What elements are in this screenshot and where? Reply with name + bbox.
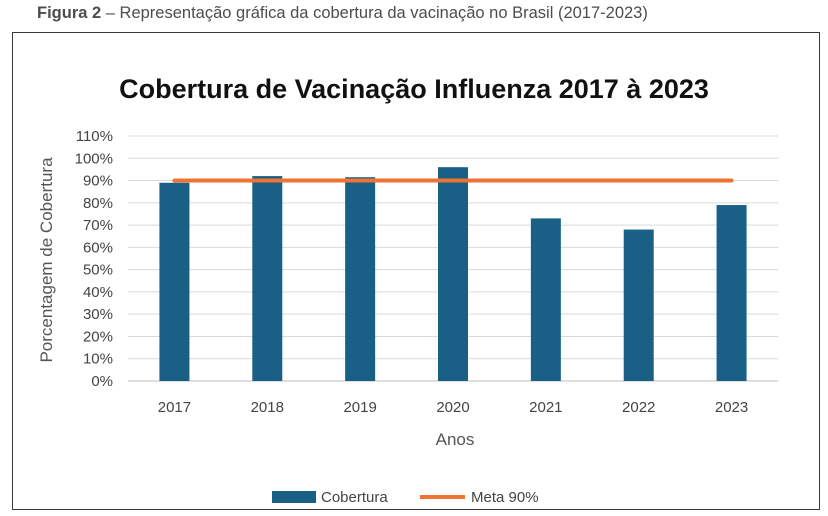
x-tick-label: 2023	[715, 399, 748, 416]
chart-frame	[12, 32, 820, 510]
x-tick-label: 2018	[251, 399, 284, 416]
legend-bar-swatch	[272, 491, 316, 503]
bar	[252, 176, 283, 381]
y-tick-label: 90%	[83, 173, 113, 190]
y-tick-labels: 0% 10% 20% 30% 40% 50% 60% 70% 80% 90% 100% 110%	[75, 128, 113, 390]
figure-caption-label: Figura 2	[37, 4, 102, 22]
y-tick-label: 40%	[83, 284, 113, 301]
legend-bar-label: Cobertura	[321, 489, 388, 506]
legend: Cobertura Meta 90%	[272, 489, 539, 506]
bar	[438, 167, 468, 381]
x-tick-label: 2020	[436, 399, 469, 416]
figure-caption-text: – Representação gráfica da cobertura da …	[101, 4, 648, 22]
figure-caption: Figura 2 – Representação gráfica da cobe…	[37, 4, 648, 23]
y-tick-label: 60%	[83, 239, 113, 256]
x-tick-label: 2017	[158, 399, 191, 416]
chart-title: Cobertura de Vacinação Influenza 2017 à …	[119, 74, 709, 104]
x-tick-label: 2022	[622, 399, 655, 416]
x-axis-label: Anos	[436, 430, 475, 449]
x-tick-label: 2019	[343, 399, 376, 416]
y-tick-label: 0%	[91, 373, 113, 390]
x-tick-label: 2021	[529, 399, 562, 416]
y-tick-label: 10%	[83, 351, 113, 368]
bar	[159, 182, 190, 381]
bar	[716, 205, 747, 381]
y-tick-label: 20%	[83, 328, 113, 345]
bar	[623, 229, 654, 381]
y-tick-label: 50%	[83, 262, 113, 279]
y-tick-label: 70%	[83, 217, 113, 234]
y-tick-label: 100%	[75, 150, 113, 167]
legend-line-label: Meta 90%	[471, 489, 539, 506]
y-tick-label: 110%	[76, 128, 113, 145]
bar	[345, 177, 376, 381]
bar	[530, 218, 561, 381]
y-tick-label: 80%	[83, 195, 113, 212]
x-tick-labels: 2017 2018 2019 2020 2021 2022 2023	[158, 399, 749, 416]
y-tick-label: 30%	[83, 306, 113, 323]
y-axis-label: Porcentagem de Cobertura	[37, 157, 56, 363]
bars	[159, 167, 747, 381]
